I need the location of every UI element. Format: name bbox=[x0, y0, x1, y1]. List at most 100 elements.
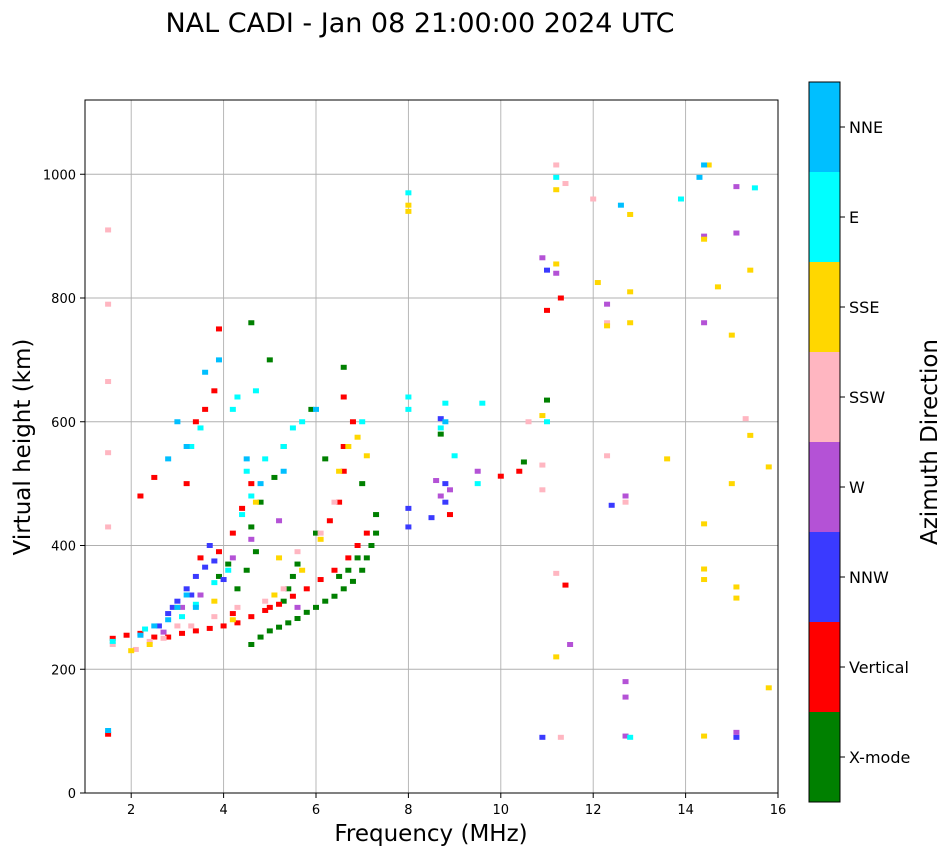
data-point bbox=[701, 733, 708, 739]
data-point bbox=[211, 614, 218, 620]
data-point bbox=[622, 499, 629, 505]
chart-title: NAL CADI - Jan 08 21:00:00 2024 UTC bbox=[165, 8, 674, 39]
data-point bbox=[340, 468, 347, 474]
data-point bbox=[345, 555, 352, 561]
data-point bbox=[520, 459, 527, 465]
data-point bbox=[151, 474, 158, 480]
data-point bbox=[747, 432, 754, 438]
colorbar: X-mode Vertical NNW W SSW SSE E NNE bbox=[808, 81, 910, 803]
data-point bbox=[354, 543, 361, 548]
data-point bbox=[345, 444, 352, 449]
data-point bbox=[160, 635, 167, 641]
data-point bbox=[733, 595, 740, 601]
data-point bbox=[604, 320, 611, 326]
data-point bbox=[160, 629, 167, 635]
data-point bbox=[604, 453, 611, 459]
y-tick-label: 800 bbox=[51, 292, 76, 307]
data-point bbox=[243, 567, 250, 573]
data-point bbox=[557, 295, 564, 301]
data-point bbox=[183, 592, 190, 598]
data-point bbox=[211, 388, 218, 394]
data-point bbox=[248, 481, 255, 487]
series-nne bbox=[105, 162, 708, 734]
data-point bbox=[557, 734, 564, 740]
data-point bbox=[109, 638, 116, 644]
data-point bbox=[280, 586, 287, 592]
y-tick-label: 1000 bbox=[43, 168, 76, 183]
data-point bbox=[622, 679, 629, 685]
data-point bbox=[276, 518, 283, 524]
colorbar-tick-label: NNE bbox=[849, 118, 883, 137]
series-e bbox=[109, 174, 758, 740]
data-point bbox=[363, 555, 370, 561]
data-point bbox=[765, 464, 772, 470]
data-point bbox=[751, 185, 758, 191]
data-point bbox=[197, 555, 204, 561]
data-point bbox=[294, 561, 301, 567]
data-point bbox=[437, 493, 444, 499]
data-point bbox=[405, 524, 412, 530]
data-point bbox=[354, 434, 361, 440]
grid-lines bbox=[85, 100, 779, 794]
colorbar-tick-label: NNW bbox=[849, 568, 889, 587]
colorbar-frame bbox=[808, 81, 841, 803]
data-point bbox=[225, 567, 232, 573]
data-point bbox=[271, 474, 278, 480]
data-point bbox=[331, 567, 338, 573]
data-point bbox=[276, 555, 283, 561]
data-point bbox=[733, 729, 740, 735]
data-point bbox=[220, 577, 227, 583]
data-point bbox=[340, 394, 347, 400]
data-point bbox=[252, 549, 259, 555]
data-point bbox=[252, 499, 259, 505]
data-point bbox=[627, 211, 634, 217]
data-point bbox=[105, 728, 112, 734]
data-point bbox=[313, 604, 319, 610]
y-tick-label: 400 bbox=[51, 540, 76, 555]
data-point bbox=[617, 202, 624, 208]
data-point bbox=[202, 406, 209, 412]
x-tick-label: 4 bbox=[219, 803, 227, 818]
data-point bbox=[165, 634, 172, 640]
data-point bbox=[262, 456, 269, 462]
data-marks bbox=[105, 162, 772, 740]
colorbar-tick-label: SSE bbox=[849, 298, 879, 317]
data-point bbox=[474, 468, 481, 474]
data-point bbox=[165, 617, 172, 623]
data-point bbox=[289, 573, 296, 579]
data-point bbox=[405, 202, 412, 208]
colorbar-tick-label: W bbox=[849, 478, 865, 497]
data-point bbox=[313, 530, 319, 536]
data-point bbox=[165, 456, 172, 462]
data-point bbox=[474, 481, 481, 487]
data-point bbox=[701, 236, 708, 242]
data-point bbox=[192, 419, 199, 425]
data-point bbox=[215, 357, 222, 363]
data-point bbox=[294, 604, 301, 610]
data-point bbox=[105, 379, 112, 385]
data-point bbox=[336, 573, 343, 579]
data-point bbox=[285, 586, 292, 592]
data-point bbox=[299, 567, 306, 573]
data-point bbox=[202, 564, 209, 570]
data-point bbox=[225, 561, 232, 567]
data-point bbox=[188, 592, 195, 598]
data-point bbox=[248, 493, 255, 499]
data-point bbox=[234, 620, 241, 626]
data-point bbox=[405, 190, 412, 196]
data-point bbox=[701, 577, 708, 583]
data-point bbox=[183, 481, 190, 487]
data-point bbox=[192, 628, 199, 634]
data-point bbox=[368, 543, 375, 548]
data-point bbox=[525, 419, 532, 425]
data-point bbox=[539, 462, 546, 468]
data-point bbox=[202, 369, 209, 375]
data-point bbox=[608, 502, 615, 508]
data-point bbox=[479, 400, 486, 406]
data-point bbox=[105, 731, 112, 737]
data-point bbox=[206, 543, 213, 548]
data-point bbox=[405, 208, 412, 214]
data-point bbox=[539, 413, 546, 419]
